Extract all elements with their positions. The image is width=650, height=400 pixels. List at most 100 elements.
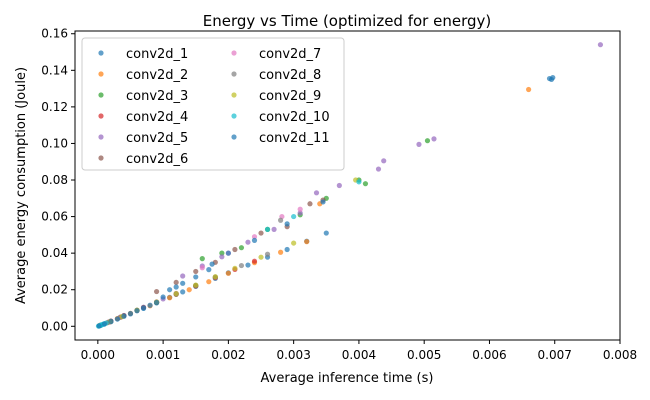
- data-point-conv2d_5-14: [381, 158, 387, 164]
- data-point-conv2d_11-10: [160, 294, 166, 300]
- data-point-conv2d_6-9: [258, 230, 264, 236]
- data-point-conv2d_11-5: [127, 310, 134, 317]
- x-tick-label-2: 0.002: [211, 348, 245, 362]
- data-point-conv2d_6-11: [307, 201, 313, 207]
- data-point-conv2d_11-17: [209, 261, 215, 267]
- legend-frame: [81, 37, 345, 171]
- data-point-conv2d_3-8: [219, 250, 225, 256]
- data-point-conv2d_9-8: [232, 265, 238, 271]
- data-point-conv2d_2-6: [186, 287, 192, 293]
- data-point-conv2d_3-9: [238, 245, 245, 251]
- x-tick-label-7: 0.007: [538, 348, 572, 362]
- x-tick-label-8: 0.008: [603, 348, 637, 362]
- data-point-conv2d_4-9: [251, 258, 258, 264]
- legend-marker-conv2d_8: [231, 71, 237, 77]
- data-point-conv2d_9-9: [258, 254, 264, 260]
- data-point-conv2d_11-9: [153, 299, 160, 306]
- data-point-conv2d_11-6: [134, 308, 140, 314]
- data-point-conv2d_11-2: [108, 318, 114, 325]
- data-point-conv2d_2-8: [225, 270, 231, 276]
- data-point-conv2d_8-8: [238, 262, 245, 269]
- legend-label-conv2d_11: conv2d_11: [259, 131, 330, 146]
- points-layer: [95, 42, 604, 329]
- legend-label-conv2d_6: conv2d_6: [126, 152, 188, 167]
- data-point-conv2d_11-1: [101, 321, 107, 327]
- data-point-conv2d_11-8: [147, 302, 153, 308]
- data-point-conv2d_11-20: [320, 199, 326, 205]
- y-tick-label-5: 0.10: [41, 136, 68, 150]
- data-point-conv2d_5-17: [597, 42, 604, 48]
- data-point-conv2d_2-10: [278, 249, 284, 255]
- data-point-conv2d_5-5: [180, 273, 186, 279]
- y-axis: 0.00 0.02 0.04 0.06 0.08 0.10 0.12 0.14 0.16: [41, 27, 75, 333]
- legend-marker-conv2d_7: [231, 50, 237, 56]
- legend-marker-conv2d_6: [98, 155, 104, 161]
- x-tick-label-6: 0.006: [472, 348, 506, 362]
- data-point-conv2d_8-10: [278, 217, 284, 223]
- data-point-conv2d_2-7: [206, 279, 212, 285]
- legend-label-conv2d_2: conv2d_2: [126, 68, 188, 83]
- data-point-conv2d_11-14: [193, 274, 199, 280]
- legend-marker-conv2d_2: [98, 71, 104, 77]
- data-point-conv2d_2-5: [167, 295, 173, 301]
- data-point-conv2d_6-4: [153, 288, 160, 295]
- y-tick-label-0: 0.00: [41, 319, 68, 333]
- data-point-conv2d_5-16: [431, 136, 437, 142]
- data-point-conv2d_11-4: [121, 313, 127, 319]
- data-point-conv2d_7-6: [199, 265, 205, 271]
- data-point-conv2d_3-15: [424, 138, 431, 144]
- legend-marker-conv2d_1: [98, 50, 104, 56]
- data-point-conv2d_1-12: [245, 262, 251, 268]
- data-point-conv2d_3-7: [199, 256, 205, 262]
- data-point-conv2d_5-10: [297, 210, 303, 216]
- legend-marker-conv2d_9: [231, 92, 237, 98]
- data-point-conv2d_9-7: [212, 274, 218, 280]
- x-axis-label: Average inference time (s): [261, 371, 434, 386]
- y-tick-label-8: 0.16: [41, 27, 68, 41]
- data-point-conv2d_1-14: [284, 246, 290, 253]
- data-point-conv2d_5-15: [416, 141, 422, 147]
- data-point-conv2d_7-10: [297, 206, 303, 212]
- data-point-conv2d_7-8: [251, 234, 258, 240]
- data-point-conv2d_5-7: [219, 254, 225, 260]
- x-tick-label-4: 0.004: [342, 348, 376, 362]
- legend-label-conv2d_7: conv2d_7: [259, 47, 321, 62]
- y-tick-label-2: 0.04: [41, 246, 68, 260]
- data-point-conv2d_9-10: [291, 240, 297, 246]
- x-tick-label-1: 0.001: [146, 348, 180, 362]
- data-point-conv2d_5-11: [313, 190, 320, 196]
- data-point-conv2d_2-11: [304, 239, 310, 245]
- data-point-conv2d_10-11: [356, 179, 362, 185]
- legend-marker-conv2d_10: [231, 113, 237, 119]
- legend-marker-conv2d_4: [98, 113, 104, 119]
- legend-label-conv2d_10: conv2d_10: [259, 110, 330, 125]
- legend-label-conv2d_9: conv2d_9: [259, 89, 321, 104]
- data-point-conv2d_10-9: [264, 226, 271, 232]
- y-tick-label-7: 0.14: [41, 63, 68, 77]
- data-point-conv2d_11-18: [251, 237, 258, 243]
- data-point-conv2d_11-13: [180, 280, 186, 286]
- data-point-conv2d_11-0: [96, 323, 102, 329]
- data-point-conv2d_11-23: [550, 75, 556, 81]
- legend: conv2d_1 conv2d_2 conv2d_3 conv2d_4 conv2d_5…: [81, 37, 345, 171]
- legend-label-conv2d_8: conv2d_8: [259, 68, 321, 83]
- data-point-conv2d_6-5: [173, 279, 179, 286]
- y-tick-label-3: 0.06: [41, 210, 68, 224]
- data-point-conv2d_11-16: [225, 250, 231, 256]
- data-point-conv2d_11-11: [167, 287, 173, 293]
- x-axis: 0.000 0.001 0.002 0.003 0.004 0.005 0.006 0.007…: [81, 340, 637, 362]
- data-point-conv2d_5-12: [336, 182, 342, 189]
- data-point-conv2d_6-8: [232, 246, 238, 253]
- legend-label-conv2d_1: conv2d_1: [126, 47, 188, 62]
- y-tick-label-6: 0.12: [41, 100, 68, 114]
- data-point-conv2d_2-13: [526, 86, 532, 93]
- x-tick-label-3: 0.003: [276, 348, 310, 362]
- legend-marker-conv2d_11: [231, 134, 237, 140]
- y-axis-label: Average energy consumption (Joule): [14, 67, 29, 304]
- data-point-conv2d_5-9: [271, 226, 277, 232]
- plot-frame: [74, 30, 621, 341]
- data-point-conv2d_9-5: [173, 290, 179, 297]
- data-point-conv2d_11-15: [206, 267, 212, 273]
- legend-marker-conv2d_5: [98, 134, 104, 140]
